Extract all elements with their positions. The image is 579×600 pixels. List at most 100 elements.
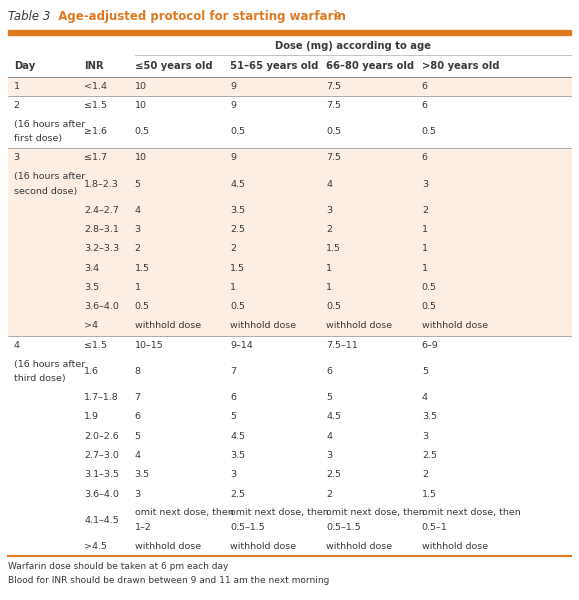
Text: 1.9: 1.9: [84, 412, 99, 421]
Text: 0.5: 0.5: [422, 283, 437, 292]
Text: Warfarin dose should be taken at 6 pm each day: Warfarin dose should be taken at 6 pm ea…: [8, 562, 228, 571]
Bar: [8, 446, 571, 465]
Bar: [8, 484, 571, 503]
Text: 1.6: 1.6: [84, 367, 99, 376]
Text: 9: 9: [230, 82, 236, 91]
Text: 4.5: 4.5: [326, 412, 341, 421]
Text: 2.8–3.1: 2.8–3.1: [84, 225, 119, 234]
Text: 5: 5: [422, 367, 428, 376]
Text: withhold dose: withhold dose: [326, 322, 392, 331]
Text: 10: 10: [135, 82, 146, 91]
Text: withhold dose: withhold dose: [135, 542, 201, 551]
Text: 6: 6: [422, 154, 428, 163]
Text: 4: 4: [135, 451, 141, 460]
Text: 3.6–4.0: 3.6–4.0: [84, 302, 119, 311]
Text: 1: 1: [326, 263, 332, 272]
Bar: [8, 537, 571, 556]
Text: 2.7–3.0: 2.7–3.0: [84, 451, 119, 460]
Text: 3: 3: [326, 206, 332, 215]
Text: 0.5: 0.5: [230, 302, 245, 311]
Text: 2: 2: [135, 244, 141, 253]
Bar: [8, 388, 571, 407]
Text: >80 years old: >80 years old: [422, 61, 499, 71]
Text: omit next dose, then: omit next dose, then: [422, 508, 521, 517]
Text: 0.5: 0.5: [135, 302, 150, 311]
Text: 0.5–1.5: 0.5–1.5: [326, 523, 361, 532]
Text: 3.5: 3.5: [230, 451, 245, 460]
Text: first dose): first dose): [14, 134, 62, 143]
Text: 1: 1: [422, 225, 428, 234]
Text: 6–9: 6–9: [422, 341, 438, 350]
Text: 0.5: 0.5: [135, 127, 150, 136]
Text: 3.1–3.5: 3.1–3.5: [84, 470, 119, 479]
Text: 1: 1: [326, 283, 332, 292]
Text: Blood for INR should be drawn between 9 and 11 am the next morning: Blood for INR should be drawn between 9 …: [8, 576, 329, 585]
Text: INR: INR: [84, 61, 104, 71]
Text: 3: 3: [326, 451, 332, 460]
Text: 10: 10: [135, 154, 146, 163]
Bar: [8, 427, 571, 446]
Text: 5: 5: [135, 431, 141, 440]
Text: 0.5–1: 0.5–1: [422, 523, 448, 532]
Text: >4: >4: [84, 322, 98, 331]
Text: 9–14: 9–14: [230, 341, 253, 350]
Text: 7.5: 7.5: [326, 82, 341, 91]
Text: 7: 7: [135, 393, 141, 402]
Bar: [8, 115, 571, 148]
Text: 3: 3: [230, 470, 236, 479]
Text: 9: 9: [230, 101, 236, 110]
Text: 9: 9: [230, 154, 236, 163]
Text: 2.5: 2.5: [326, 470, 341, 479]
Bar: [8, 335, 571, 355]
Text: 4.1–4.5: 4.1–4.5: [84, 515, 119, 524]
Text: 9: 9: [335, 12, 341, 21]
Text: 1: 1: [230, 283, 236, 292]
Text: 3: 3: [135, 490, 141, 499]
Text: 4: 4: [14, 341, 20, 350]
Text: 1.5: 1.5: [135, 263, 150, 272]
Bar: [8, 37, 571, 556]
Text: 3: 3: [422, 431, 428, 440]
Text: 1: 1: [14, 82, 20, 91]
Text: 4.5: 4.5: [230, 179, 245, 188]
Text: 5: 5: [230, 412, 236, 421]
Bar: [8, 407, 571, 427]
Text: 4.5: 4.5: [230, 431, 245, 440]
Text: ≤50 years old: ≤50 years old: [135, 61, 212, 71]
Text: omit next dose, then: omit next dose, then: [135, 508, 233, 517]
Text: 4: 4: [135, 206, 141, 215]
Text: withhold dose: withhold dose: [422, 542, 488, 551]
Text: 0.5: 0.5: [230, 127, 245, 136]
Text: 2.5: 2.5: [422, 451, 437, 460]
Text: 66–80 years old: 66–80 years old: [326, 61, 414, 71]
Text: 5: 5: [135, 179, 141, 188]
Text: 1.5: 1.5: [326, 244, 341, 253]
Text: withhold dose: withhold dose: [135, 322, 201, 331]
Text: 1–2: 1–2: [135, 523, 152, 532]
Text: 3.2–3.3: 3.2–3.3: [84, 244, 119, 253]
Text: (16 hours after: (16 hours after: [14, 172, 85, 181]
Bar: [8, 55, 571, 77]
Text: 10–15: 10–15: [135, 341, 163, 350]
Text: 1.8–2.3: 1.8–2.3: [84, 179, 119, 188]
Text: Dose (mg) according to age: Dose (mg) according to age: [275, 41, 431, 51]
Text: 4: 4: [326, 179, 332, 188]
Text: (16 hours after: (16 hours after: [14, 120, 85, 129]
Text: >4.5: >4.5: [84, 542, 107, 551]
Text: 3.5: 3.5: [230, 206, 245, 215]
Text: 4: 4: [326, 431, 332, 440]
Text: 3.6–4.0: 3.6–4.0: [84, 490, 119, 499]
Text: omit next dose, then: omit next dose, then: [326, 508, 425, 517]
Text: 2: 2: [326, 225, 332, 234]
Text: 0.5: 0.5: [422, 302, 437, 311]
Text: second dose): second dose): [14, 187, 77, 196]
Text: 2.5: 2.5: [230, 490, 245, 499]
Bar: [8, 37, 571, 55]
Text: 0.5: 0.5: [422, 127, 437, 136]
Text: 2: 2: [14, 101, 20, 110]
Text: 6: 6: [422, 101, 428, 110]
Text: 2: 2: [422, 470, 428, 479]
Text: 7.5: 7.5: [326, 101, 341, 110]
Text: (16 hours after: (16 hours after: [14, 359, 85, 368]
Text: 6: 6: [326, 367, 332, 376]
